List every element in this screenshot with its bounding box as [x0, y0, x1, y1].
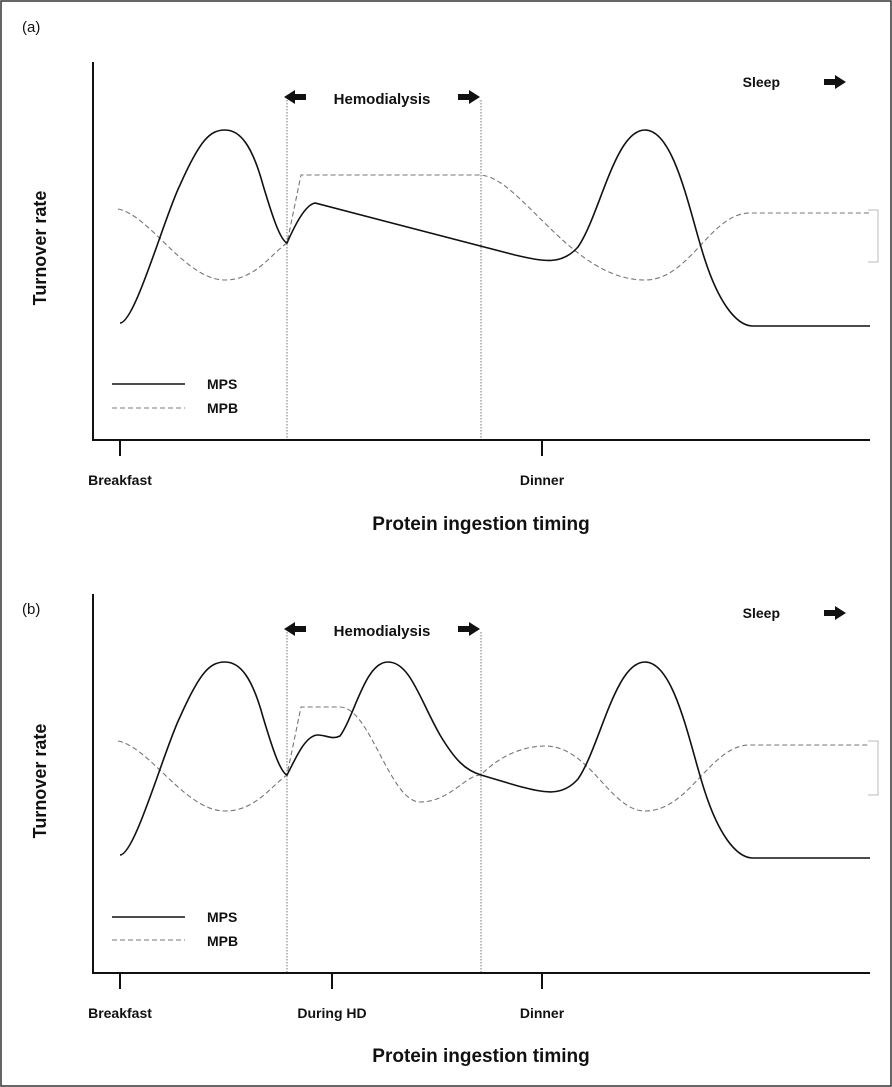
- panel-a-label: (a): [22, 19, 40, 36]
- panel-b-hemodialysis-label: Hemodialysis: [334, 623, 431, 640]
- panel-b-sleep-label: Sleep: [743, 605, 780, 621]
- panel-b-y-axis-label: Turnover rate: [30, 724, 50, 839]
- panel-a-tick-label-breakfast: Breakfast: [88, 472, 152, 488]
- panel-a-hemodialysis-label: Hemodialysis: [334, 91, 431, 108]
- panel-a-y-axis-label: Turnover rate: [30, 191, 50, 306]
- panel-a-tick-label-dinner: Dinner: [520, 472, 565, 488]
- panel-a-mps-curve: [119, 129, 870, 327]
- panel-a-sleep-arrow-icon: [824, 75, 846, 89]
- panel-a: (a) Hemodialysis Sleep MPS MPB: [22, 19, 879, 535]
- panel-a-legend-mps-label: MPS: [207, 376, 237, 392]
- panel-a-sleep-label: Sleep: [743, 74, 780, 90]
- panel-b-x-axis-label: Protein ingestion timing: [372, 1046, 589, 1067]
- panel-b-tick-label-breakfast: Breakfast: [88, 1005, 152, 1021]
- panel-b-hemodialysis-arrow-left: [284, 622, 306, 636]
- panel-a-legend-mpb-label: MPB: [207, 400, 238, 416]
- panel-b-tick-label-during-hd: During HD: [297, 1005, 366, 1021]
- panel-b-right-bracket: [868, 740, 879, 796]
- panel-b-mpb-curve: [117, 706, 870, 812]
- panel-a-axes: [92, 62, 870, 441]
- panel-b-tick-label-dinner: Dinner: [520, 1005, 565, 1021]
- panel-b-sleep-arrow-icon: [824, 606, 846, 620]
- panel-b-label: (b): [22, 601, 40, 618]
- panel-a-hemodialysis-arrow-left: [284, 90, 306, 104]
- panel-a-mpb-curve: [117, 174, 870, 281]
- panel-b: (b) Hemodialysis Sleep MPS MPB: [22, 594, 879, 1067]
- panel-a-right-bracket: [868, 209, 879, 263]
- panel-b-mps-curve: [119, 661, 870, 859]
- panel-b-axes: [92, 594, 870, 974]
- panel-b-legend-mps-label: MPS: [207, 909, 237, 925]
- panel-b-legend-mpb-label: MPB: [207, 933, 238, 949]
- panel-a-x-axis-label: Protein ingestion timing: [372, 514, 589, 535]
- panel-b-hemodialysis-arrow-right: [458, 622, 480, 636]
- panel-a-hemodialysis-arrow-right: [458, 90, 480, 104]
